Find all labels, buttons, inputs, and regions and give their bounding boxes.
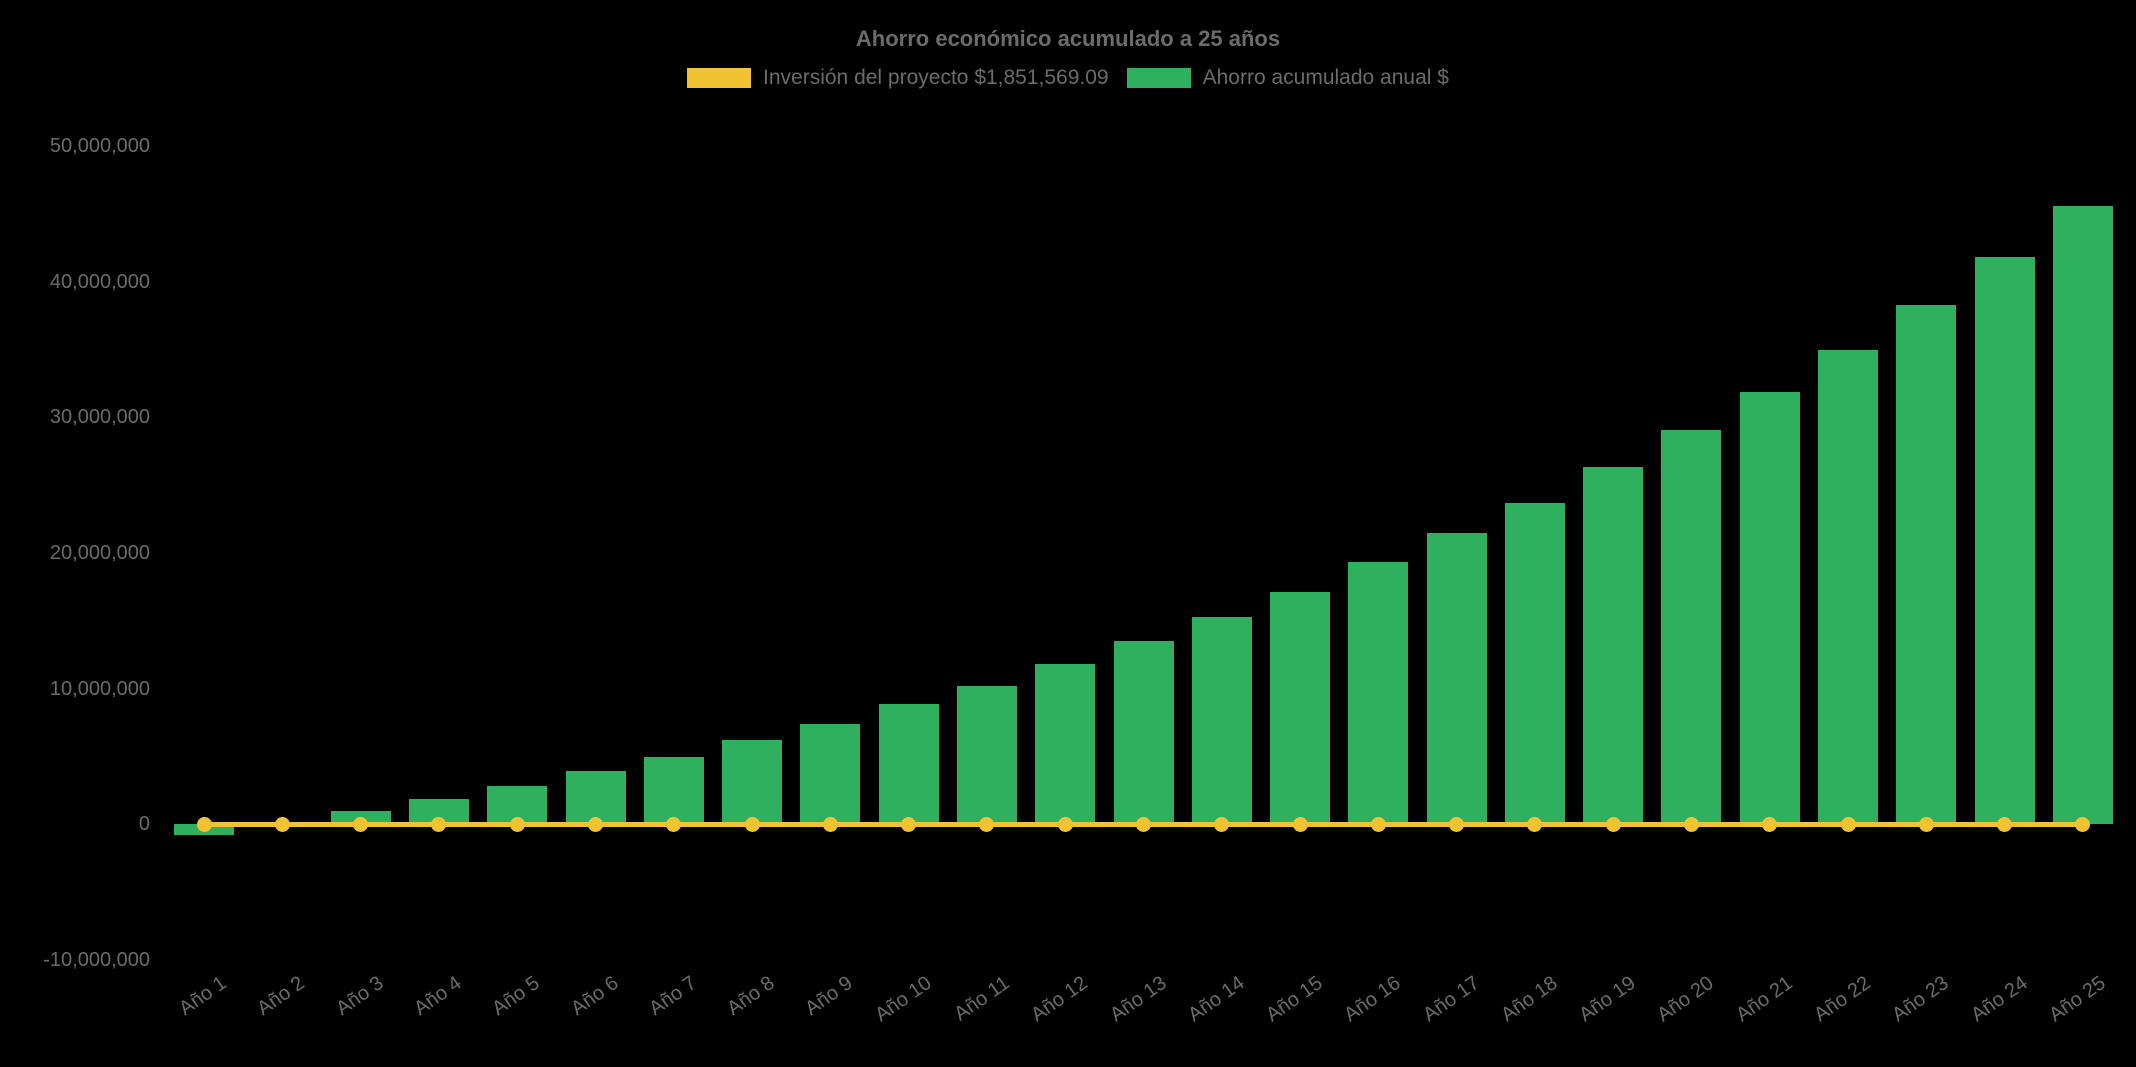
y-axis-tick-label: 30,000,000 <box>49 406 150 429</box>
investment-line-point <box>2075 816 2091 832</box>
legend-item-savings[interactable]: Ahorro acumulado anual $ <box>1126 66 1449 90</box>
y-axis-tick-label: 20,000,000 <box>49 542 150 564</box>
savings-bar-año-7 <box>643 756 704 825</box>
savings-bar-año-8 <box>722 740 783 825</box>
investment-line-point <box>1292 816 1308 832</box>
savings-bar-año-21 <box>1739 391 1800 825</box>
savings-bar-año-11 <box>956 685 1017 825</box>
savings-bar-año-18 <box>1504 502 1565 825</box>
savings-bar-año-10 <box>878 703 939 825</box>
investment-line-point <box>274 816 290 832</box>
savings-bar-año-12 <box>1035 663 1096 825</box>
savings-bar-año-22 <box>1818 349 1879 825</box>
investment-line-point <box>431 816 447 832</box>
investment-line-point <box>1918 816 1934 832</box>
investment-line-point <box>1527 816 1543 832</box>
investment-line-point <box>1136 816 1151 832</box>
y-axis-tick-label: 40,000,000 <box>49 270 150 293</box>
savings-bar-año-20 <box>1661 429 1722 825</box>
investment-line-point <box>509 816 525 832</box>
investment-line-point <box>744 816 760 832</box>
legend-item-savings-label: Ahorro acumulado anual $ <box>1202 66 1449 89</box>
chart-legend: Inversión del proyecto $1,851,569.09 Aho… <box>0 66 2136 90</box>
investment-line-point <box>196 816 212 832</box>
investment-line-point <box>822 816 838 832</box>
investment-line-point <box>1370 816 1386 832</box>
legend-item-investment-label: Inversión del proyecto $1,851,569.09 <box>763 66 1109 89</box>
investment-line-point <box>979 816 995 832</box>
y-axis-tick-label: 50,000,000 <box>49 135 150 157</box>
legend-item-investment[interactable]: Inversión del proyecto $1,851,569.09 <box>687 66 1109 90</box>
investment-line-point <box>1605 816 1621 832</box>
investment-line-point <box>901 816 917 832</box>
investment-line-point <box>1683 816 1699 832</box>
savings-bar-año-15 <box>1270 591 1331 825</box>
investment-line-point <box>1997 816 2013 832</box>
savings-bar-año-24 <box>1974 257 2035 825</box>
savings-bar-año-9 <box>800 723 861 825</box>
savings-bar-año-16 <box>1348 561 1409 825</box>
savings-bar-año-17 <box>1426 533 1487 825</box>
investment-line-point <box>1840 816 1856 832</box>
savings-bar-año-23 <box>1896 304 1957 825</box>
investment-line-point <box>1057 816 1073 832</box>
investment-line-point <box>1449 816 1465 832</box>
chart-title: Ahorro económico acumulado a 25 años <box>855 26 1281 51</box>
investment-line-point <box>1762 816 1778 832</box>
savings-bar-año-6 <box>565 771 626 825</box>
investment-line-point <box>353 816 369 832</box>
y-axis-tick-label: 10,000,000 <box>49 677 150 700</box>
y-axis-tick-label: 0 <box>138 813 150 836</box>
investment-line-point <box>666 816 682 832</box>
y-axis-tick-label: -10,000,000 <box>43 949 150 971</box>
savings-bar-año-14 <box>1191 617 1252 825</box>
investment-color-swatch <box>687 68 752 88</box>
savings-bar-año-25 <box>2052 206 2113 825</box>
investment-line-point <box>588 816 604 832</box>
investment-line-point <box>1214 816 1230 832</box>
savings-color-swatch <box>1126 68 1191 88</box>
savings-bar-año-13 <box>1113 640 1174 825</box>
x-axis-tick-label: Año 25 <box>2044 972 2110 1027</box>
savings-bar-año-19 <box>1583 466 1644 825</box>
